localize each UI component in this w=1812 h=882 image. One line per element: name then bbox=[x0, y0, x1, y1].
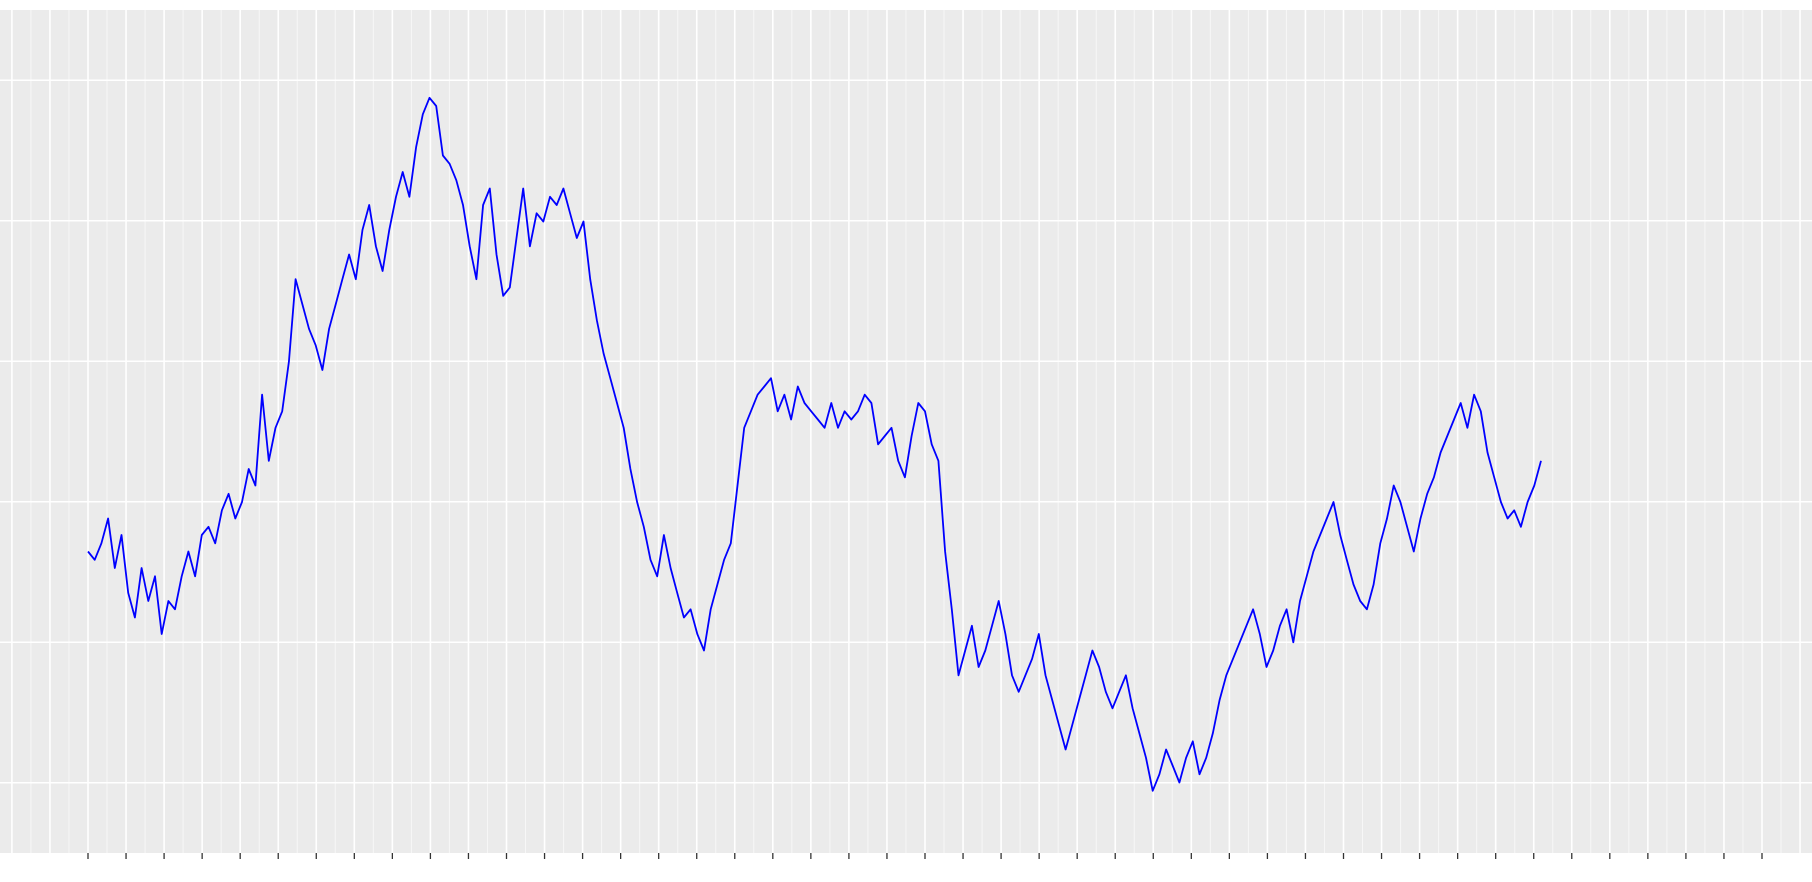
minor-x-gridlines bbox=[30, 10, 1782, 853]
x-axis-ticks bbox=[87, 853, 1763, 859]
series-line bbox=[87, 96, 1542, 792]
major-x-gridlines bbox=[11, 10, 1801, 853]
major-y-gridlines bbox=[0, 79, 1812, 784]
